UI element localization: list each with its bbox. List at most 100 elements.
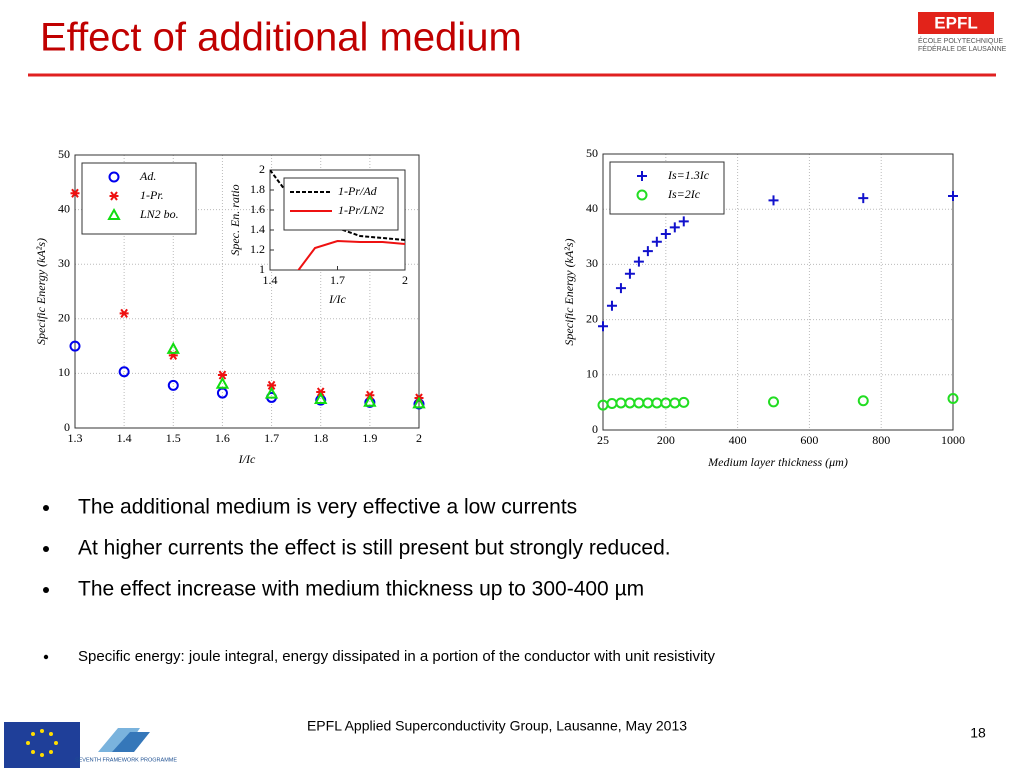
marker <box>615 283 626 294</box>
y-axis-label: Spec. En. ratio <box>228 184 242 255</box>
y-tick-label: 1.8 <box>250 182 265 196</box>
y-tick-label: 20 <box>586 311 598 325</box>
marker <box>651 236 662 247</box>
y-tick-label: 1 <box>259 262 265 276</box>
logo-name: EPFL <box>934 13 977 32</box>
legend-label: 1-Pr/Ad <box>338 184 378 198</box>
page-number: 18 <box>970 725 986 741</box>
marker <box>166 341 180 354</box>
marker <box>216 387 228 399</box>
x-tick-label: 1.8 <box>313 431 328 445</box>
bullet <box>43 587 49 593</box>
y-tick-label: 10 <box>586 367 598 381</box>
x-tick-label: 1000 <box>941 433 965 447</box>
marker <box>70 188 80 198</box>
y-tick-label: 50 <box>586 146 598 160</box>
bullet-text: The additional medium is very effective … <box>78 496 577 519</box>
marker <box>267 380 277 391</box>
y-tick-label: 1.2 <box>250 242 265 256</box>
legend-box <box>81 162 197 235</box>
x-axis-label: I/Ic <box>328 292 346 306</box>
marker <box>412 396 426 409</box>
marker <box>636 189 648 201</box>
x-axis-label: I/Ic <box>238 452 256 466</box>
marker <box>857 395 869 407</box>
marker <box>948 190 958 201</box>
marker <box>108 171 120 183</box>
legend-box <box>609 161 725 215</box>
marker <box>316 387 326 397</box>
marker <box>624 268 635 279</box>
x-tick-label: 400 <box>729 433 747 447</box>
x-tick-label: 1.7 <box>264 431 279 445</box>
logo-line: ÉCOLE POLYTECHNIQUE <box>918 36 1003 45</box>
bullet <box>43 505 49 511</box>
marker <box>678 396 690 408</box>
x-tick-label: 1.3 <box>68 431 83 445</box>
legend-label: Ad. <box>139 169 156 183</box>
y-tick-label: 50 <box>58 147 70 161</box>
x-tick-label: 1.4 <box>117 431 132 445</box>
y-tick-label: 40 <box>58 201 70 215</box>
slide-title: Effect of additional medium <box>40 16 522 60</box>
note-text: Specific energy: joule integral, energy … <box>78 648 716 665</box>
marker <box>167 379 179 391</box>
x-tick-label: 2 <box>416 431 422 445</box>
plot-frame <box>74 154 420 429</box>
marker <box>678 216 689 227</box>
marker <box>217 370 227 380</box>
marker <box>107 207 121 220</box>
eu-flag <box>4 722 80 768</box>
marker <box>768 195 779 206</box>
marker <box>606 300 617 311</box>
y-tick-label: 1.6 <box>250 202 265 216</box>
y-axis-label: Specific Energy (kA²s) <box>562 238 576 345</box>
x-tick-label: 200 <box>657 433 675 447</box>
marker <box>69 340 81 352</box>
bullet <box>43 546 49 552</box>
y-tick-label: 1.4 <box>250 222 265 236</box>
bullet-text: At higher currents the effect is still p… <box>78 537 671 560</box>
marker <box>633 256 644 267</box>
legend-box <box>283 177 399 231</box>
y-tick-label: 30 <box>586 256 598 270</box>
plot-frame <box>269 169 406 271</box>
y-axis-label: Specific Energy (kA²s) <box>34 238 48 345</box>
legend-label: 1-Pr/LN2 <box>338 203 384 217</box>
x-tick-label: 1.7 <box>330 273 345 287</box>
fp7-shape <box>112 732 150 752</box>
fp7-text: SEVENTH FRAMEWORK PROGRAMME <box>75 757 177 763</box>
x-tick-label: 800 <box>872 433 890 447</box>
x-tick-label: 600 <box>800 433 818 447</box>
marker <box>264 386 279 399</box>
x-tick-label: 1.5 <box>166 431 181 445</box>
marker <box>109 191 119 201</box>
marker <box>215 376 230 389</box>
marker <box>669 222 680 233</box>
marker <box>660 229 671 240</box>
marker <box>119 308 129 318</box>
logo-block <box>918 12 994 34</box>
marker <box>118 366 130 378</box>
bullet-text: The effect increase with medium thicknes… <box>78 578 644 601</box>
y-tick-label: 0 <box>592 422 598 436</box>
y-tick-label: 10 <box>58 365 70 379</box>
x-axis-label: Medium layer thickness (μm) <box>707 455 848 469</box>
y-tick-label: 40 <box>586 201 598 215</box>
marker <box>858 193 869 204</box>
plot-frame <box>602 153 954 431</box>
marker <box>314 392 328 405</box>
legend-label: Is=2Ic <box>667 187 701 201</box>
y-tick-label: 20 <box>58 311 70 325</box>
x-tick-label: 1.4 <box>263 273 278 287</box>
x-tick-label: 2 <box>402 273 408 287</box>
marker <box>947 393 959 405</box>
logo-line: FÉDÉRALE DE LAUSANNE <box>918 44 1007 53</box>
x-tick-label: 1.9 <box>362 431 377 445</box>
marker <box>642 246 653 257</box>
series-line <box>297 239 405 270</box>
y-tick-label: 30 <box>58 256 70 270</box>
bullet <box>43 654 49 660</box>
